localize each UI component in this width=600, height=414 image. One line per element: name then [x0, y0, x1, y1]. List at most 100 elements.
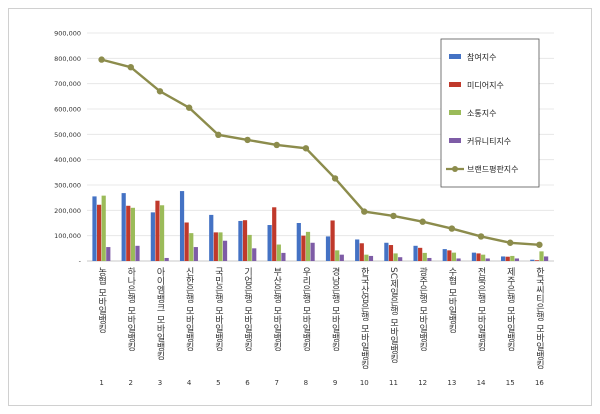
bar-2-12	[418, 247, 423, 261]
y-tick-label: 200,000	[54, 207, 81, 215]
bar-2-4	[184, 222, 189, 261]
bar-4-3	[164, 257, 169, 261]
chart-frame: 900,000 800,000 700,000 600,000 500,000 400,0…	[8, 8, 592, 406]
bar-1-14	[471, 252, 477, 261]
bar-1-1	[92, 196, 97, 261]
bar-1-11	[384, 242, 389, 261]
bar-1-10	[355, 239, 360, 261]
x-category-label: 신한은행 모바일뱅킹	[184, 267, 194, 351]
legend-swatch	[449, 110, 461, 115]
x-category-label: 아이엠뱅크 모바일뱅킹	[154, 267, 164, 360]
line-point-10	[361, 208, 368, 215]
line-point-4	[185, 104, 193, 111]
x-category-label: SC제일은행 모바일뱅킹	[388, 267, 398, 363]
x-category-label: 광주은행 모바일뱅킹	[417, 266, 427, 351]
x-category-label: 국민은행 모바일뱅킹	[213, 267, 223, 351]
bar-1-16	[530, 259, 535, 261]
bar-4-14	[485, 258, 490, 261]
line-point-11	[390, 212, 397, 220]
bar-2-7	[272, 207, 277, 261]
line-path	[101, 58, 540, 246]
bar-2-11	[388, 245, 394, 261]
y-tick-label: 300,000	[54, 182, 81, 190]
legend-swatch	[449, 82, 461, 87]
bar-3-13	[451, 252, 457, 261]
x-index-label: 9	[333, 379, 337, 387]
x-index-label: 2	[129, 379, 133, 387]
bar-4-7	[281, 252, 286, 261]
bar-4-12	[427, 257, 432, 261]
bar-4-16	[544, 256, 549, 261]
bar-4-9	[339, 254, 344, 261]
legend-label: 참여지수	[467, 52, 496, 62]
bar-1-3	[150, 212, 155, 261]
x-index-label: 10	[360, 379, 369, 387]
bar-1-7	[267, 225, 272, 261]
x-index-label: 6	[245, 379, 250, 387]
bar-1-9	[325, 236, 331, 261]
x-index-label: 4	[187, 379, 192, 387]
bar-3-16	[539, 251, 544, 261]
legend-marker	[452, 166, 458, 172]
x-category-label: 부산은행 모바일뱅킹	[271, 267, 281, 351]
legend-label: 브랜드평판지수	[467, 164, 519, 174]
bar-3-6	[247, 234, 252, 261]
bar-1-5	[209, 214, 214, 261]
y-axis-ticks: 900,000 800,000 700,000 600,000 500,000 400,0…	[54, 30, 82, 266]
bar-3-8	[305, 231, 311, 261]
x-index-label: 1	[99, 379, 103, 387]
x-category-label: 전북은행 모바일뱅킹	[476, 267, 486, 351]
bar-4-13	[456, 258, 461, 261]
y-tick-label: 800,000	[54, 55, 81, 63]
x-category-label: 한국산업은행 모바일뱅킹	[359, 267, 369, 369]
bar-3-14	[481, 254, 486, 261]
y-tick-label: 700,000	[54, 80, 81, 88]
bar-2-6	[242, 220, 248, 261]
y-tick-label: 600,000	[54, 106, 81, 114]
bar-4-10	[368, 255, 374, 261]
line-point-2	[127, 64, 134, 71]
bar-4-1	[106, 247, 111, 261]
bar-2-10	[359, 243, 364, 261]
y-tick-label: 900,000	[54, 30, 81, 38]
x-category-label: 하나은행 모바일뱅킹	[125, 267, 135, 351]
bar-1-13	[442, 249, 447, 261]
bar-1-6	[238, 220, 243, 261]
line-point-1	[98, 56, 105, 63]
x-axis-labels: 농협 모바일뱅킹 1 하나은행 모바일뱅킹 2 아이엠뱅크 모바일뱅킹 3 신한은행 모바일…	[96, 266, 544, 387]
bar-3-3	[159, 205, 165, 261]
bar-3-10	[364, 254, 369, 261]
chart: 900,000 800,000 700,000 600,000 500,000 400,0…	[54, 30, 554, 387]
bar-2-14	[476, 253, 481, 261]
bar-3-5	[218, 232, 223, 261]
x-index-label: 13	[447, 379, 456, 387]
x-index-label: 5	[216, 379, 220, 387]
line-point-6	[244, 136, 251, 144]
y-tick-label: 400,000	[54, 156, 81, 164]
bar-2-3	[155, 200, 160, 261]
x-index-label: 12	[418, 379, 427, 387]
y-tick-label: 100,000	[54, 232, 81, 240]
line-point-12	[419, 218, 426, 225]
bar-2-8	[301, 235, 306, 261]
x-index-label: 7	[274, 379, 278, 387]
bar-2-13	[447, 250, 452, 261]
bar-4-2	[135, 245, 140, 261]
line-point-9	[331, 175, 339, 182]
bar-2-16	[534, 260, 540, 261]
bar-4-4	[193, 247, 198, 261]
line-point-14	[477, 233, 485, 240]
x-category-label: 우리은행 모바일뱅킹	[300, 267, 310, 351]
x-index-label: 16	[535, 379, 544, 387]
legend-label: 소통지수	[467, 109, 496, 118]
line-point-15	[507, 239, 514, 246]
bar-2-15	[505, 256, 510, 261]
y-tick-label: -	[79, 258, 82, 266]
line-series	[98, 56, 543, 248]
bar-4-5	[222, 240, 228, 261]
bar-4-8	[310, 242, 315, 261]
bar-3-15	[510, 255, 515, 261]
bar-2-2	[126, 205, 131, 261]
bar-1-2	[121, 193, 126, 261]
